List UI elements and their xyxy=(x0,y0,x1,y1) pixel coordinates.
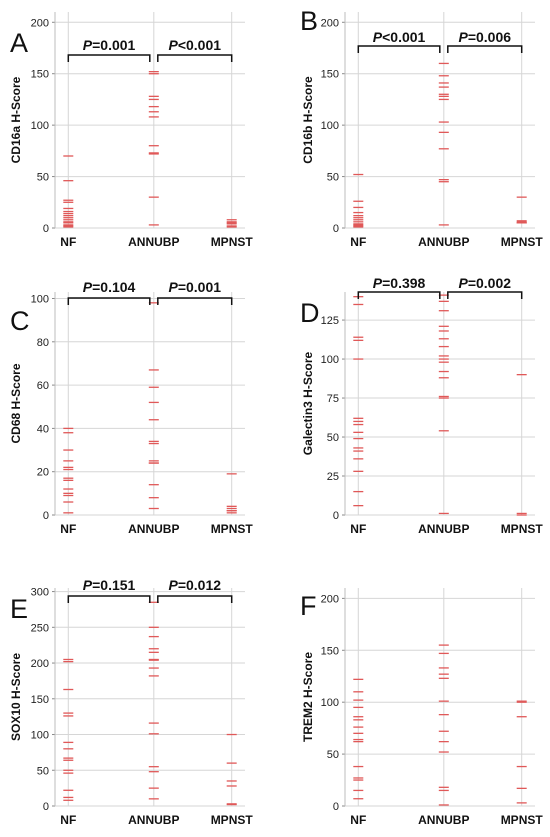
y-tick-label: 0 xyxy=(43,223,49,235)
p-value-label: P=0.151 xyxy=(83,577,136,593)
y-axis-label: CD16a H-Score xyxy=(9,76,23,163)
p-value-label: P<0.001 xyxy=(168,37,221,53)
y-tick-label: 200 xyxy=(321,17,339,29)
y-tick-label: 200 xyxy=(31,658,49,670)
category-label-nf: NF xyxy=(60,522,76,536)
panel-a: A 0 50 100 150 200 NF ANNUBP MPNST CD16a H-Score P… xyxy=(9,12,253,249)
y-tick-label: 150 xyxy=(321,645,339,657)
y-tick-label: 100 xyxy=(321,354,339,366)
y-tick-label: 250 xyxy=(31,622,49,634)
p-value-label: P<0.001 xyxy=(373,29,426,45)
category-label-nf: NF xyxy=(350,235,366,249)
significance-bracket xyxy=(157,595,233,603)
category-label-annubp: ANNUBP xyxy=(418,522,469,536)
y-axis-label: CD16b H-Score xyxy=(301,76,315,164)
category-label-mpnst: MPNST xyxy=(501,813,544,827)
significance-bracket xyxy=(157,297,233,305)
y-tick-label: 0 xyxy=(333,801,339,813)
significance-bracket xyxy=(357,291,441,299)
y-tick-label: 40 xyxy=(37,423,49,435)
p-value-label: P=0.104 xyxy=(83,279,136,295)
y-tick-label: 25 xyxy=(327,471,339,483)
significance-bracket xyxy=(447,291,523,299)
panel-b: B 0 50 100 150 200 NF ANNUBP MPNST CD16b H-Score P… xyxy=(300,6,543,249)
category-label-nf: NF xyxy=(60,235,76,249)
y-tick-label: 60 xyxy=(37,380,49,392)
y-tick-label: 125 xyxy=(321,315,339,327)
y-tick-label: 0 xyxy=(333,510,339,522)
significance-bracket xyxy=(157,54,233,62)
panel-letter: F xyxy=(300,591,317,621)
panel-f: F 0 50 100 150 200 NF ANNUBP MPNST TREM2 H-Score xyxy=(300,588,543,827)
y-tick-label: 100 xyxy=(321,120,339,132)
p-value-label: P=0.002 xyxy=(458,275,511,291)
y-tick-label: 150 xyxy=(31,694,49,706)
category-label-annubp: ANNUBP xyxy=(128,522,179,536)
y-tick-label: 50 xyxy=(37,765,49,777)
panel-letter: A xyxy=(10,28,28,58)
significance-bracket xyxy=(67,54,151,62)
panel-letter: C xyxy=(10,306,30,336)
y-tick-label: 300 xyxy=(31,587,49,599)
y-tick-label: 200 xyxy=(321,593,339,605)
y-axis-label: CD68 H-Score xyxy=(9,363,23,443)
significance-bracket xyxy=(67,297,151,305)
y-tick-label: 0 xyxy=(43,510,49,522)
y-tick-label: 80 xyxy=(37,337,49,349)
y-tick-label: 150 xyxy=(321,69,339,81)
panel-c: C 0 20 40 60 80 100 NF ANNUBP MPNST CD68 H-Score P=… xyxy=(9,279,253,536)
category-label-annubp: ANNUBP xyxy=(418,235,469,249)
y-tick-label: 100 xyxy=(31,293,49,305)
y-tick-label: 75 xyxy=(327,393,339,405)
y-tick-label: 100 xyxy=(31,120,49,132)
significance-bracket xyxy=(447,45,523,53)
y-tick-label: 50 xyxy=(37,172,49,184)
y-tick-label: 50 xyxy=(327,172,339,184)
category-label-nf: NF xyxy=(350,522,366,536)
y-tick-label: 0 xyxy=(333,223,339,235)
category-label-mpnst: MPNST xyxy=(501,235,544,249)
category-label-mpnst: MPNST xyxy=(211,235,254,249)
significance-bracket xyxy=(67,595,151,603)
y-tick-label: 150 xyxy=(31,69,49,81)
y-axis-label: SOX10 H-Score xyxy=(9,653,23,741)
p-value-label: P=0.012 xyxy=(168,577,221,593)
panel-letter: E xyxy=(10,594,28,624)
y-tick-label: 100 xyxy=(321,697,339,709)
y-tick-label: 100 xyxy=(31,730,49,742)
category-label-annubp: ANNUBP xyxy=(128,813,179,827)
panel-d: D 0 25 50 75 100 125 NF ANNUBP MPNST Galectin3 H-S… xyxy=(300,275,543,536)
category-label-annubp: ANNUBP xyxy=(418,813,469,827)
category-label-mpnst: MPNST xyxy=(211,813,254,827)
y-tick-label: 50 xyxy=(327,432,339,444)
significance-bracket xyxy=(357,45,441,53)
p-value-label: P=0.006 xyxy=(458,29,511,45)
panel-e: E 0 50 100 150 200 250 300 NF ANNUBP MPNST SOX10 H-… xyxy=(9,577,253,827)
y-axis-label: TREM2 H-Score xyxy=(301,652,315,742)
y-tick-label: 20 xyxy=(37,467,49,479)
y-axis-label: Galectin3 H-Score xyxy=(301,351,315,455)
y-tick-label: 0 xyxy=(43,801,49,813)
category-label-nf: NF xyxy=(350,813,366,827)
panel-letter: B xyxy=(300,6,318,36)
panel-letter: D xyxy=(300,298,320,328)
category-label-mpnst: MPNST xyxy=(211,522,254,536)
category-label-annubp: ANNUBP xyxy=(128,235,179,249)
category-label-nf: NF xyxy=(60,813,76,827)
y-tick-label: 50 xyxy=(327,749,339,761)
p-value-label: P=0.398 xyxy=(373,275,426,291)
p-value-label: P=0.001 xyxy=(83,37,136,53)
category-label-mpnst: MPNST xyxy=(501,522,544,536)
p-value-label: P=0.001 xyxy=(168,279,221,295)
y-tick-label: 200 xyxy=(31,17,49,29)
